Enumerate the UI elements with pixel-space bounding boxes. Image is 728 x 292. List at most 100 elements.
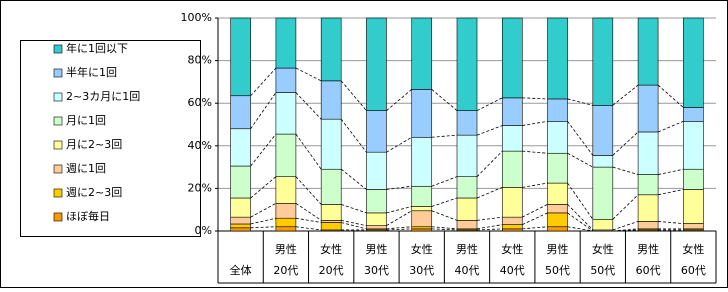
x-tick-label: 20代 bbox=[319, 264, 344, 277]
x-tick-label: 30代 bbox=[364, 264, 389, 277]
bar-segment bbox=[275, 217, 297, 228]
bar-segment bbox=[411, 185, 433, 207]
bar-segment bbox=[275, 203, 297, 219]
bar-segment bbox=[456, 176, 478, 199]
series-line bbox=[340, 118, 367, 153]
x-tick-label: 50代 bbox=[545, 264, 570, 277]
bar-segment bbox=[230, 17, 251, 97]
x-tick-label: 30代 bbox=[409, 264, 434, 277]
series-line bbox=[612, 131, 639, 156]
legend-swatch bbox=[53, 116, 63, 126]
x-group-label: 男性 bbox=[456, 242, 478, 256]
bar-segment bbox=[275, 133, 297, 177]
x-tick-label: 全体 bbox=[230, 263, 252, 277]
series-line bbox=[295, 92, 322, 120]
legend-swatch bbox=[53, 188, 63, 198]
bar-segment bbox=[683, 17, 704, 108]
series-line bbox=[386, 228, 412, 231]
bar-segment bbox=[230, 223, 251, 229]
bar-segment bbox=[592, 155, 614, 168]
series-line bbox=[341, 203, 367, 214]
bar-segment bbox=[411, 89, 433, 138]
legend-label: 月に1回 bbox=[66, 114, 106, 127]
series-line bbox=[522, 226, 548, 230]
series-line bbox=[341, 222, 367, 230]
series-line bbox=[567, 226, 593, 232]
series-line bbox=[476, 224, 503, 230]
bar-segment bbox=[411, 136, 433, 187]
series-line bbox=[567, 204, 594, 231]
bar-segment bbox=[592, 17, 614, 106]
legend-label: 週に1回 bbox=[66, 162, 106, 175]
series-line bbox=[658, 221, 684, 224]
series-line bbox=[431, 134, 458, 138]
series-line bbox=[522, 97, 548, 100]
bar-segment bbox=[411, 206, 433, 212]
bar-segment bbox=[547, 152, 568, 184]
bar-segment bbox=[230, 227, 251, 232]
series-line bbox=[386, 226, 412, 230]
bar-segment bbox=[456, 110, 478, 136]
bar-segment bbox=[320, 220, 342, 223]
series-line bbox=[522, 120, 548, 126]
series-line bbox=[567, 182, 594, 220]
bar-segment bbox=[230, 95, 251, 130]
x-group-label: 男性 bbox=[637, 242, 659, 256]
bar-segment bbox=[320, 168, 342, 205]
x-group-label: 女性 bbox=[411, 242, 433, 256]
series-line bbox=[250, 217, 276, 225]
series-line bbox=[340, 168, 367, 190]
legend-swatch bbox=[53, 92, 63, 102]
series-line bbox=[612, 221, 639, 231]
bar-segment bbox=[637, 17, 659, 86]
bar-segment bbox=[547, 98, 568, 122]
bar-segment bbox=[366, 189, 387, 214]
y-tick-label: 0% bbox=[195, 224, 212, 237]
bar-segment bbox=[456, 220, 478, 230]
series-line bbox=[476, 125, 503, 136]
x-group-label: 男性 bbox=[547, 242, 569, 256]
bar-segment bbox=[366, 17, 387, 111]
bar-segment bbox=[320, 80, 342, 120]
bar-segment bbox=[230, 128, 251, 167]
bar-segment bbox=[547, 17, 568, 100]
series-line bbox=[567, 121, 594, 156]
series-line bbox=[476, 228, 503, 231]
x-group-label: 女性 bbox=[320, 242, 342, 256]
series-line bbox=[612, 229, 639, 232]
bar-segment bbox=[592, 166, 614, 220]
series-line bbox=[476, 150, 503, 177]
legend-label: 年に1回以下 bbox=[66, 41, 128, 55]
bar-segment bbox=[683, 223, 704, 230]
series-line bbox=[612, 166, 639, 175]
series-line bbox=[295, 226, 322, 231]
bar-segment bbox=[501, 224, 523, 230]
y-tick-label: 20% bbox=[188, 181, 212, 194]
y-tick-label: 100% bbox=[181, 11, 212, 24]
bar-segment bbox=[637, 84, 659, 133]
bar-segment bbox=[275, 67, 297, 93]
x-tick-label: 60代 bbox=[636, 264, 661, 277]
x-group-label: 女性 bbox=[592, 242, 614, 256]
series-line bbox=[431, 228, 458, 231]
series-line bbox=[295, 176, 322, 205]
series-line bbox=[612, 228, 639, 232]
legend-label: 2~3カ月に1回 bbox=[66, 90, 140, 103]
legend-box bbox=[20, 40, 201, 237]
bar-segment bbox=[547, 226, 568, 232]
bar-segment bbox=[320, 118, 342, 170]
bar-segment bbox=[411, 17, 433, 90]
x-tick-label: 20代 bbox=[273, 264, 298, 277]
x-tick-label: 50代 bbox=[590, 264, 615, 277]
bar-segment bbox=[637, 131, 659, 175]
series-line bbox=[431, 197, 458, 207]
bar-segment bbox=[637, 221, 659, 230]
series-line bbox=[250, 176, 277, 199]
x-tick-label: 40代 bbox=[455, 264, 480, 277]
bar-segment bbox=[366, 110, 387, 153]
bar-segment bbox=[275, 176, 297, 204]
series-line bbox=[386, 206, 412, 214]
bar-segment bbox=[366, 212, 387, 226]
bar-segment bbox=[320, 204, 342, 221]
